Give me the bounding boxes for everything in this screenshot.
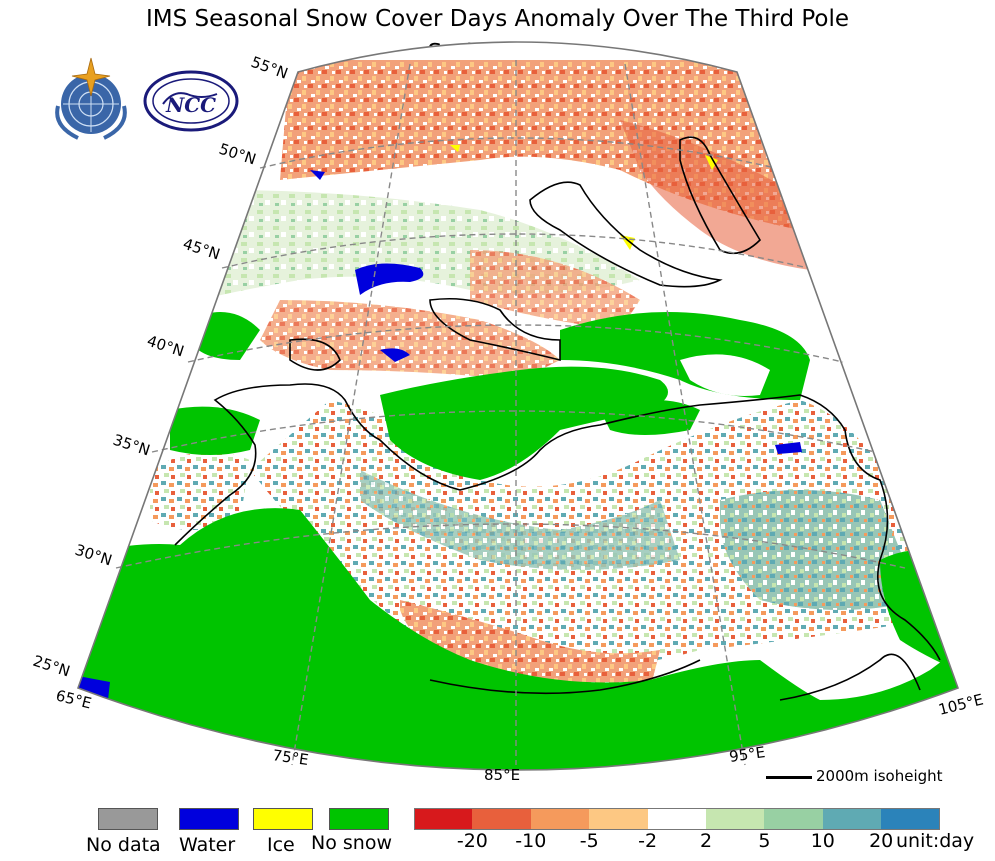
- colorbar-tick-label: -10: [515, 830, 547, 852]
- wmo-star-icon: [71, 57, 111, 97]
- colorbar-tick-label: -2: [638, 830, 658, 852]
- isoheight-plateau-outline: [174, 383, 941, 661]
- colorbar-box: [822, 808, 882, 830]
- lat-label-25: 25°N: [31, 652, 73, 681]
- legend-swatch-ice: [253, 808, 313, 830]
- isoheight-contours: [174, 136, 941, 701]
- gobi-white-patch: [680, 354, 770, 396]
- no-snow-tarim-basin-region: [380, 366, 668, 480]
- colorbar-tick-label: 20: [869, 830, 894, 852]
- colorbar-box: [764, 808, 824, 830]
- colorbar-box: [647, 808, 707, 830]
- parallel-30: [115, 523, 906, 569]
- colorbar-unit-label: unit:day: [896, 830, 975, 852]
- legend-swatch-water: [179, 808, 239, 830]
- colorbar-tick-label: 2: [699, 830, 713, 852]
- ice-patch-2: [450, 145, 460, 152]
- lon-label-75: 75°E: [271, 746, 309, 769]
- colorbar-box: [472, 808, 532, 830]
- legend-label-no-data: No data: [86, 834, 161, 856]
- lon-label-85: 85°E: [484, 766, 520, 784]
- tianshan-negative-anomaly-region: [470, 250, 640, 330]
- lat-label-45: 45°N: [181, 235, 223, 264]
- colorbar-tick-label: -20: [456, 830, 488, 852]
- parallel-45: [221, 233, 809, 269]
- plateau-positive-anomaly-region: [360, 470, 680, 570]
- isoheight-southeast: [779, 653, 921, 701]
- legend-swatch-no-snow: [329, 808, 389, 830]
- meridian-95: [624, 63, 746, 766]
- lon-label-65: 65°E: [54, 686, 93, 712]
- mongolia-negative-anomaly-region: [620, 120, 810, 270]
- eastern-plateau-positive-anomaly-region: [720, 490, 920, 610]
- colorbar-frame: [414, 808, 940, 830]
- colorbar-box: [706, 808, 765, 830]
- hindu-kush-anomaly-region: [150, 452, 250, 530]
- lat-label-55: 55°N: [249, 53, 291, 83]
- legend-label-ice: Ice: [267, 834, 295, 856]
- legend-label-no-snow: No snow: [311, 832, 392, 854]
- colorbar-box: [414, 808, 473, 830]
- water-body-issyk-kul: [380, 348, 410, 362]
- lat-label-30: 30°N: [73, 541, 115, 570]
- parallel-50: [259, 137, 776, 169]
- legend-swatch-no-data: [98, 808, 158, 830]
- legend-label-water: Water: [179, 834, 236, 856]
- water-body-balkhash: [355, 263, 424, 295]
- lon-label-95: 95°E: [728, 743, 766, 766]
- water-body-qinghai: [775, 442, 802, 454]
- isoheight-legend-line: [766, 776, 812, 779]
- pamir-negative-anomaly-region: [260, 300, 560, 380]
- colorbar-tick-label: -5: [579, 830, 599, 852]
- map-title: IMS Seasonal Snow Cover Days Anomaly Ove…: [145, 6, 850, 32]
- ncc-logo: NCC: [143, 70, 239, 132]
- ice-patch-3: [705, 155, 718, 170]
- isoheight-himalaya-foot: [429, 659, 701, 695]
- lat-label-50: 50°N: [217, 140, 259, 169]
- parallel-35: [151, 410, 876, 453]
- colorbar-box: [881, 808, 941, 830]
- ncc-ring-icon: [143, 70, 239, 132]
- lon-label-105: 105°E: [937, 690, 986, 718]
- colorbar-tick-label: 5: [758, 830, 771, 852]
- water-body-north: [310, 170, 325, 180]
- isoheight-legend-label: 2000m isoheight: [816, 767, 943, 785]
- ncc-logo-text: NCC: [165, 93, 216, 117]
- colorbar-box: [530, 808, 590, 830]
- isoheight-tianshan: [429, 297, 561, 362]
- meridian-75: [291, 63, 411, 766]
- lat-label-40: 40°N: [145, 332, 187, 361]
- no-snow-south-region: [78, 508, 958, 770]
- map-frame: [76, 41, 960, 771]
- wmo-logo: [55, 57, 127, 140]
- lat-label-35: 35°N: [111, 431, 153, 460]
- isoheight-altai: [529, 181, 723, 288]
- graticule: [115, 60, 906, 766]
- colorbar-box: [589, 808, 649, 830]
- colorbar-tick-label: 10: [810, 830, 835, 852]
- isoheight-mongolia: [679, 136, 762, 255]
